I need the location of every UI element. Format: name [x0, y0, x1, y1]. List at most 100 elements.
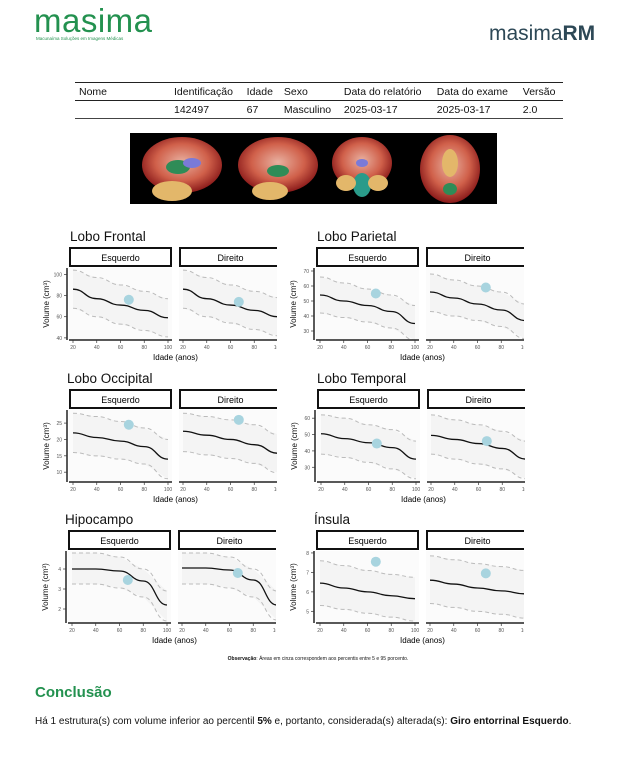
- y-tick-label: 6: [306, 590, 309, 596]
- col-data-relatorio: Data do relatório: [343, 85, 422, 98]
- lower-percentile-line: [430, 453, 525, 480]
- patient-point: [481, 436, 492, 447]
- median-line: [72, 432, 169, 460]
- y-tick-label: 4: [58, 567, 61, 573]
- masima-logo: masima: [34, 2, 153, 39]
- x-tick-label: 60: [365, 628, 371, 634]
- col-idade: Idade: [246, 85, 273, 98]
- x-tick-label: 20: [70, 487, 76, 493]
- chart-title: Lobo Frontal: [70, 229, 146, 244]
- y-tick-label: 60: [303, 284, 309, 290]
- upper-percentile-line: [72, 552, 168, 592]
- x-tick-label: 60: [228, 487, 234, 493]
- y-tick-label: 7: [306, 570, 309, 576]
- cell-nome: [75, 101, 170, 119]
- y-tick-label: 5: [306, 609, 309, 615]
- panel-strip: [179, 247, 277, 267]
- panel-strip: [69, 247, 172, 267]
- cell-identificacao: 142497: [174, 103, 210, 116]
- sagittal-slice-2: [238, 137, 318, 200]
- patient-point: [480, 282, 491, 293]
- col-nome: Nome: [79, 85, 108, 98]
- chart-title: Hipocampo: [65, 512, 134, 527]
- panel-strip-label: Esquerdo: [348, 253, 387, 263]
- conclusion-structure: Giro entorrinal Esquerdo: [450, 716, 569, 727]
- x-tick-label: 60: [227, 628, 233, 634]
- x-tick-label: 40: [204, 487, 210, 493]
- masimarm-brand: masimaRM: [489, 22, 595, 46]
- col-identificacao: Identificação: [174, 85, 233, 98]
- y-tick-label: 50: [303, 299, 309, 305]
- patient-point: [480, 568, 491, 579]
- x-tick-label: 100: [411, 628, 420, 634]
- x-tick-label: 80: [498, 628, 504, 634]
- y-axis-label: Volume (cm³): [290, 422, 299, 470]
- median-line: [319, 582, 416, 600]
- x-tick-label: 20: [179, 628, 185, 634]
- chart-title: Lobo Occipital: [67, 371, 153, 386]
- percentile-band: [183, 413, 277, 473]
- axial-slice: [420, 135, 480, 203]
- cell-data-relatorio: 2025-03-17: [343, 103, 398, 116]
- x-tick-label: 20: [318, 487, 324, 493]
- col-sexo: Sexo: [283, 85, 308, 98]
- x-axis-label: Idade (anos): [400, 353, 445, 362]
- lower-percentile-line: [429, 311, 524, 339]
- x-tick-label: 20: [180, 345, 186, 351]
- observation-text: : Áreas em cinza correspondem aos percen…: [256, 656, 409, 662]
- x-tick-label: 40: [204, 345, 210, 351]
- upper-percentile-line: [182, 552, 276, 592]
- x-tick-label: 80: [498, 345, 504, 351]
- panel-strip: [69, 389, 172, 409]
- x-tick-label: 20: [428, 487, 434, 493]
- panel-strip-label: Esquerdo: [101, 395, 140, 405]
- upper-percentile-line: [72, 412, 169, 440]
- median-line: [181, 567, 276, 606]
- coronal-slice: [332, 137, 392, 197]
- median-line: [429, 579, 524, 595]
- conclusion-heading: Conclusão: [35, 684, 112, 701]
- x-tick-label: 80: [141, 345, 147, 351]
- x-axis-label: Idade (anos): [153, 353, 198, 362]
- x-tick-label: 20: [180, 487, 186, 493]
- panel-strip-label: Direito: [464, 253, 490, 263]
- y-tick-label: 40: [304, 449, 310, 455]
- x-axis-label: Idade (anos): [400, 636, 445, 645]
- lower-percentile-line: [72, 307, 169, 338]
- y-tick-label: 30: [304, 465, 310, 471]
- percentile-band: [430, 555, 524, 618]
- percentile-band: [73, 270, 168, 337]
- x-tick-label: 20: [427, 345, 433, 351]
- patient-point: [232, 568, 243, 578]
- median-line: [430, 434, 525, 460]
- x-tick-label: 80: [499, 487, 505, 493]
- patient-table: Nome Identificação Idade Sexo Data do re…: [75, 82, 563, 119]
- patient-point: [123, 419, 134, 430]
- percentile-band: [321, 414, 416, 479]
- patient-point: [370, 288, 381, 299]
- cell-data-exame: 2025-03-17: [436, 103, 491, 116]
- x-tick-label: 40: [451, 628, 457, 634]
- x-tick-label: 60: [118, 487, 124, 493]
- x-axis-label: Idade (anos): [401, 495, 446, 504]
- panel-strip-label: Direito: [217, 395, 243, 405]
- cell-sexo: Masculino: [283, 103, 332, 116]
- upper-percentile-line: [72, 269, 169, 300]
- panel-strip: [179, 389, 277, 409]
- patient-point: [371, 438, 382, 449]
- chart-group: 30 40 50 60 Volume (cm³) Esquerdo 20 40 60 80 100 D…: [290, 389, 525, 504]
- y-tick-label: 20: [56, 437, 62, 443]
- y-axis-label: Volume (cm³): [42, 422, 51, 470]
- brand-light: masima: [489, 22, 563, 45]
- lower-percentile-line: [319, 312, 416, 341]
- panel-strip: [427, 389, 525, 409]
- panel-strip-label: Esquerdo: [100, 536, 139, 546]
- panel-strip: [178, 530, 276, 550]
- x-tick-label: 100: [411, 345, 420, 351]
- observation-note: Observação: Áreas em cinza correspondem …: [0, 656, 628, 662]
- x-tick-label: 100: [273, 628, 276, 634]
- table-header-row: Nome Identificação Idade Sexo Data do re…: [75, 82, 563, 101]
- y-tick-label: 30: [303, 329, 309, 335]
- lower-percentile-line: [71, 583, 168, 622]
